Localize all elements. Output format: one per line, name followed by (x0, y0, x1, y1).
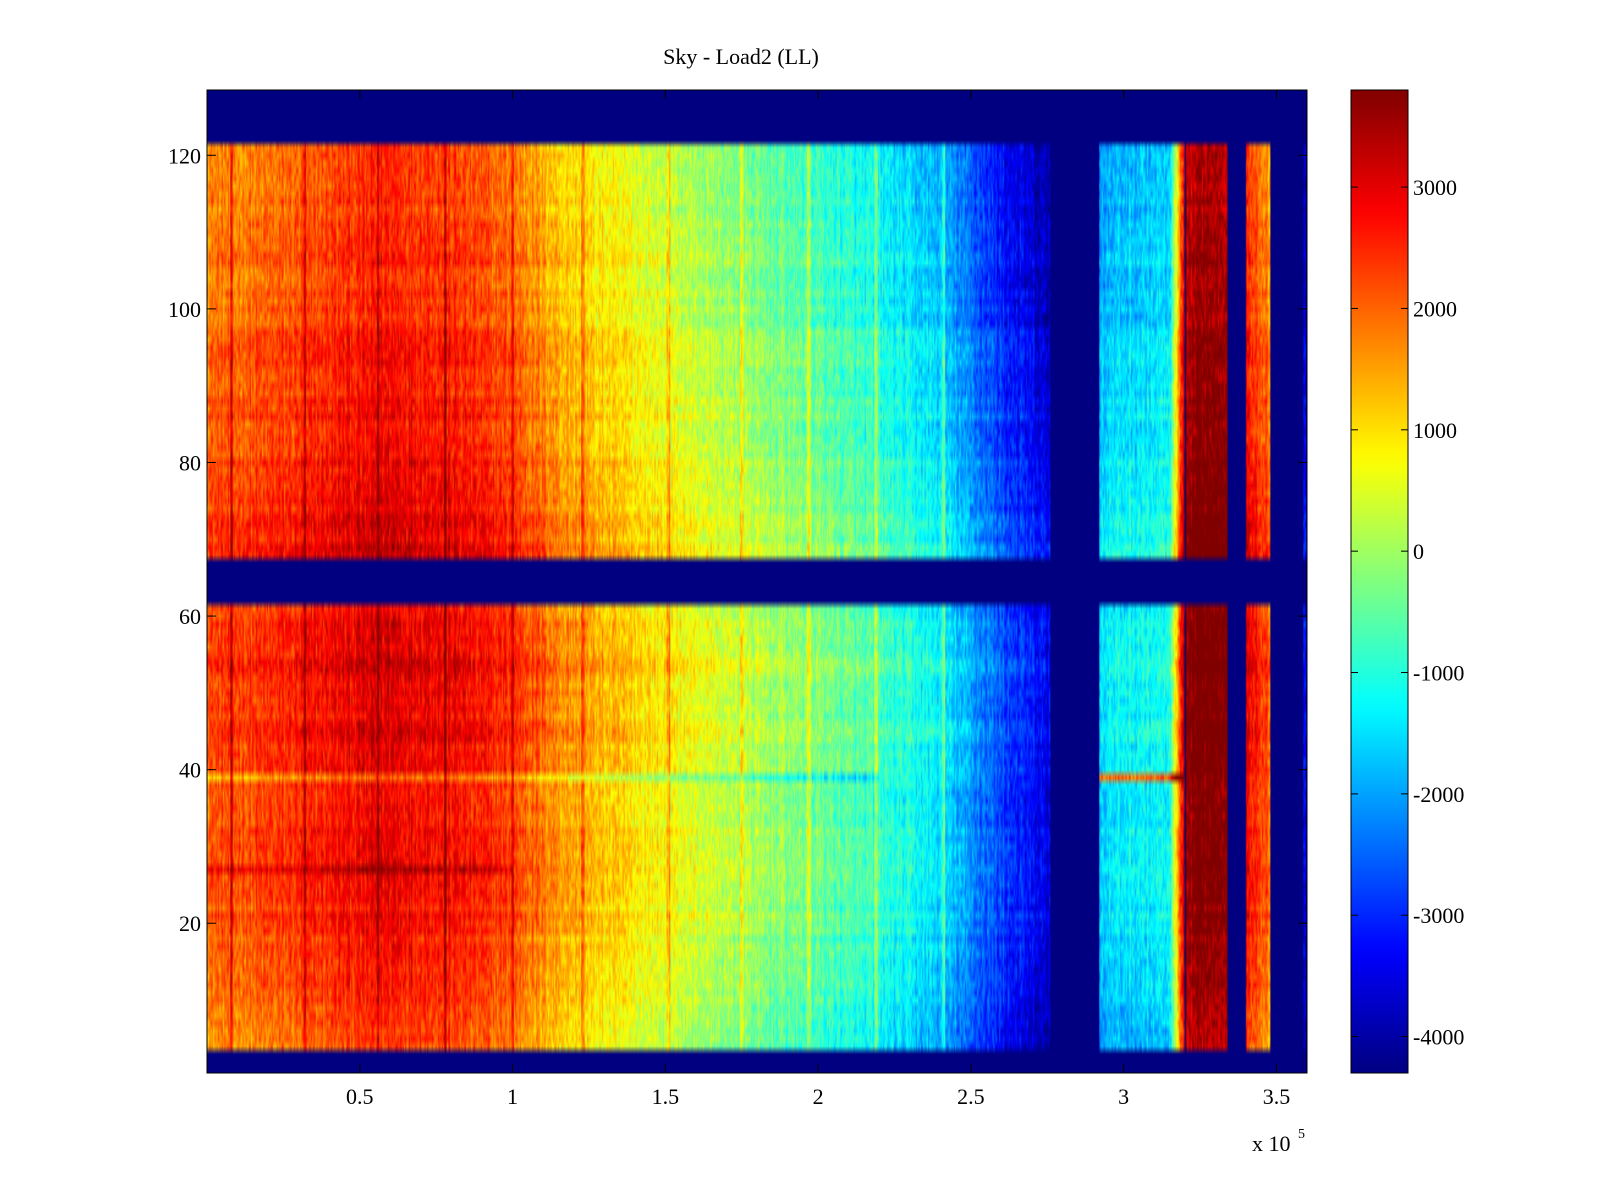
x-multiplier-base: x 10 (1252, 1131, 1291, 1156)
heatmap-area: 0.5 1 1.5 2 2.5 3 3.5 20 40 60 80 100 120 (168, 89, 1308, 1109)
colorbar-tick-label: -3000 (1413, 903, 1464, 928)
x-axis: 0.5 1 1.5 2 2.5 3 3.5 (346, 90, 1290, 1109)
colorbar-tick-label: 0 (1413, 539, 1424, 564)
y-tick-label: 40 (179, 758, 201, 783)
colorbar-tick-label: 2000 (1413, 296, 1457, 321)
colorbar-tick-label: -1000 (1413, 661, 1464, 686)
y-tick-label: 120 (168, 143, 201, 168)
x-multiplier: x 10 5 (1252, 1127, 1305, 1156)
colorbar-tick-label: -4000 (1413, 1025, 1464, 1050)
plot-frame (206, 89, 1308, 1074)
x-tick-label: 2.5 (957, 1084, 985, 1109)
y-tick-label: 60 (179, 604, 201, 629)
x-tick-label: 3.5 (1263, 1084, 1291, 1109)
colorbar-gradient (1351, 90, 1408, 1073)
x-tick-label: 3 (1118, 1084, 1129, 1109)
colorbar-tick-label: -2000 (1413, 782, 1464, 807)
colorbar-axis: 3000 2000 1000 0 -1000 -2000 -3000 -4000 (1351, 175, 1464, 1050)
x-tick-label: 1.5 (652, 1084, 680, 1109)
x-tick-label: 1 (507, 1084, 518, 1109)
colorbar-tick-label: 1000 (1413, 418, 1457, 443)
y-axis: 20 40 60 80 100 120 (168, 143, 1307, 936)
colorbar-tick-label: 3000 (1413, 175, 1457, 200)
colorbar: 3000 2000 1000 0 -1000 -2000 -3000 -4000 (1350, 89, 1464, 1074)
y-tick-label: 20 (179, 911, 201, 936)
x-multiplier-exponent: 5 (1298, 1127, 1305, 1142)
heatmap-image (207, 90, 1307, 1073)
y-tick-label: 100 (168, 297, 201, 322)
x-tick-label: 0.5 (346, 1084, 374, 1109)
colorbar-frame (1350, 89, 1409, 1074)
y-tick-label: 80 (179, 450, 201, 475)
chart-title: Sky - Load2 (LL) (663, 44, 819, 69)
x-tick-label: 2 (813, 1084, 824, 1109)
